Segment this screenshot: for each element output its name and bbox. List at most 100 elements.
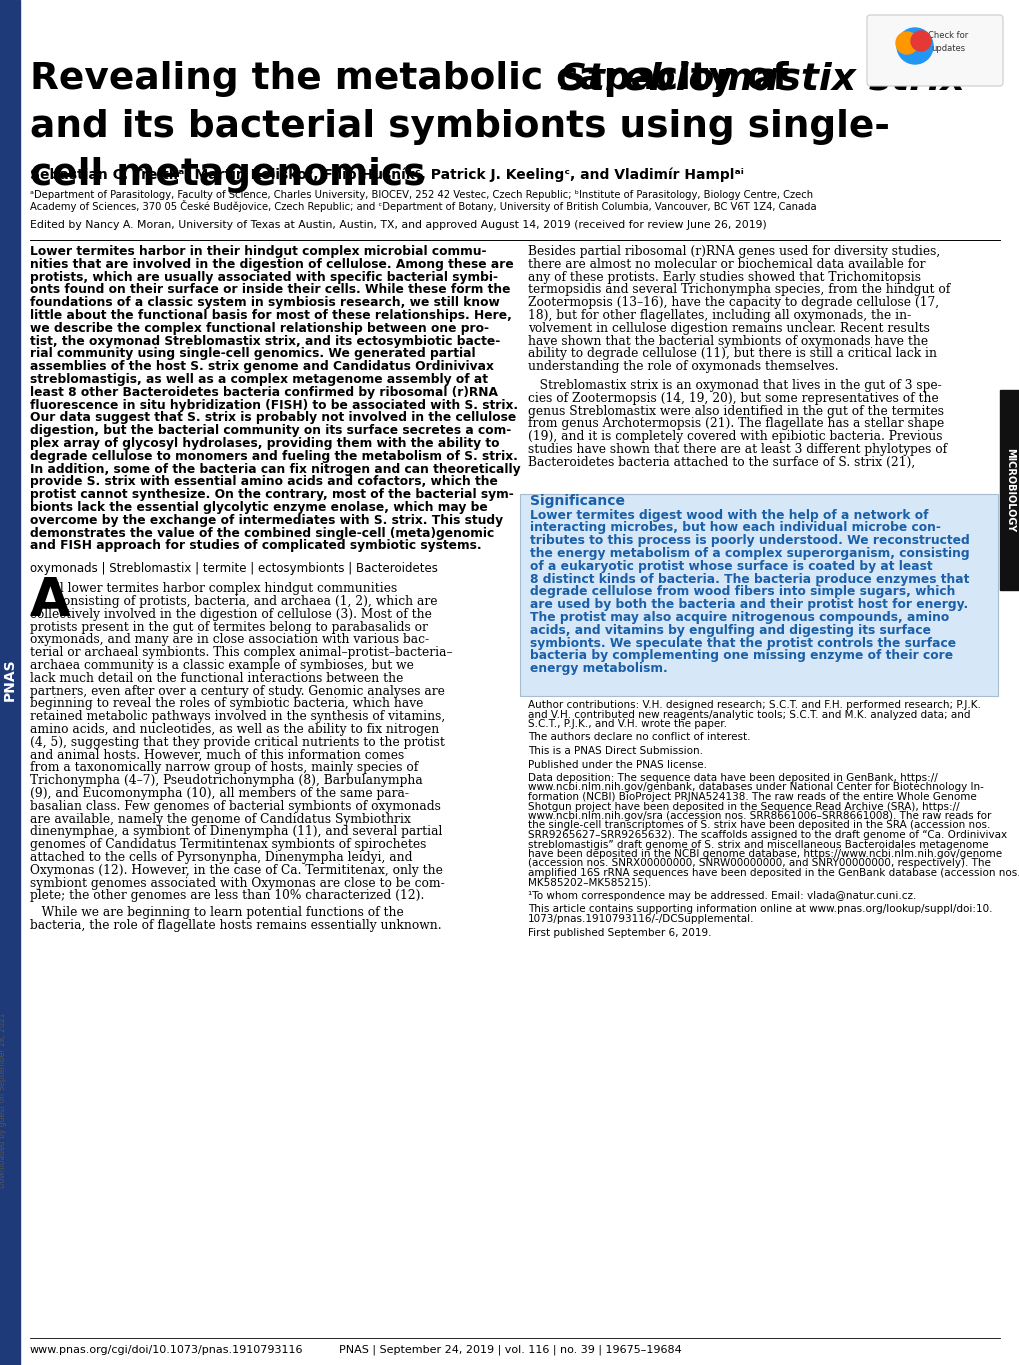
- Text: and its bacterial symbionts using single-: and its bacterial symbionts using single…: [30, 109, 889, 145]
- Text: nities that are involved in the digestion of cellulose. Among these are: nities that are involved in the digestio…: [30, 258, 514, 270]
- Text: Sebastian C. Treitliᵃ, Martin Koliskoᵇ, Filip Husníkᶜ, Patrick J. Keelingᶜ, and : Sebastian C. Treitliᵃ, Martin Koliskoᵇ, …: [30, 168, 743, 182]
- Text: MK585202–MK585215).: MK585202–MK585215).: [528, 878, 650, 887]
- Text: (4, 5), suggesting that they provide critical nutrients to the protist: (4, 5), suggesting that they provide cri…: [30, 736, 444, 749]
- Circle shape: [895, 31, 917, 55]
- Text: (19), and it is completely covered with epibiotic bacteria. Previous: (19), and it is completely covered with …: [528, 430, 942, 444]
- Text: S.C.T., P.J.K., and V.H. wrote the paper.: S.C.T., P.J.K., and V.H. wrote the paper…: [528, 719, 727, 729]
- Text: attached to the cells of Pyrsonynpha, Dinenympha leidyi, and: attached to the cells of Pyrsonynpha, Di…: [30, 850, 412, 864]
- Text: demonstrates the value of the combined single-cell (meta)genomic: demonstrates the value of the combined s…: [30, 527, 494, 539]
- Text: Trichonympha (4–7), Pseudotrichonympha (8), Barbulanympha: Trichonympha (4–7), Pseudotrichonympha (…: [30, 774, 422, 788]
- Text: energy metabolism.: energy metabolism.: [530, 662, 667, 676]
- Text: beginning to reveal the roles of symbiotic bacteria, which have: beginning to reveal the roles of symbiot…: [30, 698, 423, 710]
- Text: MICROBIOLOGY: MICROBIOLOGY: [1004, 448, 1014, 532]
- Text: Oxymonas (12). However, in the case of Ca. Termititenax, only the: Oxymonas (12). However, in the case of C…: [30, 864, 442, 876]
- Text: oxymonads | Streblomastix | termite | ectosymbionts | Bacteroidetes: oxymonads | Streblomastix | termite | ec…: [30, 562, 437, 575]
- Text: www.ncbi.nlm.nih.gov/sra (accession nos. SRR8661006–SRR8661008). The raw reads f: www.ncbi.nlm.nih.gov/sra (accession nos.…: [528, 811, 990, 820]
- Text: rial community using single-cell genomics. We generated partial: rial community using single-cell genomic…: [30, 348, 475, 360]
- Text: streblomastigis” draft genome of S. strix and miscellaneous Bacteroidales metage: streblomastigis” draft genome of S. stri…: [528, 839, 987, 849]
- Text: oxymonads, and many are in close association with various bac-: oxymonads, and many are in close associa…: [30, 633, 429, 647]
- Text: are available, namely the genome of Candidatus Symbiothrix: are available, namely the genome of Cand…: [30, 812, 411, 826]
- Text: The protist may also acquire nitrogenous compounds, amino: The protist may also acquire nitrogenous…: [530, 612, 949, 624]
- Text: any of these protists. Early studies showed that Trichomitopsis: any of these protists. Early studies sho…: [528, 270, 920, 284]
- Text: terial or archaeal symbionts. This complex animal–protist–bacteria–: terial or archaeal symbionts. This compl…: [30, 646, 452, 659]
- Text: onts found on their surface or inside their cells. While these form the: onts found on their surface or inside th…: [30, 284, 509, 296]
- Text: Revealing the metabolic capacity of: Revealing the metabolic capacity of: [30, 61, 801, 97]
- Text: amplified 16S rRNA sequences have been deposited in the GenBank database (access: amplified 16S rRNA sequences have been d…: [528, 868, 1019, 878]
- Text: have been deposited in the NCBI genome database, https://www.ncbi.nlm.nih.gov/ge: have been deposited in the NCBI genome d…: [528, 849, 1001, 859]
- Text: Our data suggest that S. strix is probably not involved in the cellulose: Our data suggest that S. strix is probab…: [30, 411, 516, 425]
- Text: there are almost no molecular or biochemical data available for: there are almost no molecular or biochem…: [528, 258, 924, 270]
- Text: archaea community is a classic example of symbioses, but we: archaea community is a classic example o…: [30, 659, 414, 672]
- Text: formation (NCBI) BioProject PRJNA524138. The raw reads of the entire Whole Genom: formation (NCBI) BioProject PRJNA524138.…: [528, 792, 976, 803]
- Text: and animal hosts. However, much of this information comes: and animal hosts. However, much of this …: [30, 748, 404, 762]
- Text: (accession nos. SNRX00000000, SNRW00000000, and SNRY00000000, respectively). The: (accession nos. SNRX00000000, SNRW000000…: [528, 859, 989, 868]
- Text: 1073/pnas.1910793116/-/DCSupplemental.: 1073/pnas.1910793116/-/DCSupplemental.: [528, 915, 754, 924]
- Text: This is a PNAS Direct Submission.: This is a PNAS Direct Submission.: [528, 747, 702, 756]
- Text: volvement in cellulose digestion remains unclear. Recent results: volvement in cellulose digestion remains…: [528, 322, 929, 334]
- Text: Downloaded by guest on September 28, 2021: Downloaded by guest on September 28, 202…: [0, 1013, 7, 1188]
- Text: Streblomastix strix is an oxymonad that lives in the gut of 3 spe-: Streblomastix strix is an oxymonad that …: [528, 379, 941, 392]
- Text: PNAS: PNAS: [3, 659, 17, 702]
- Text: and FISH approach for studies of complicated symbiotic systems.: and FISH approach for studies of complic…: [30, 539, 481, 553]
- Text: Data deposition: The sequence data have been deposited in GenBank, https://: Data deposition: The sequence data have …: [528, 773, 936, 784]
- Text: partners, even after over a century of study. Genomic analyses are: partners, even after over a century of s…: [30, 685, 444, 698]
- Text: digestion, but the bacterial community on its surface secretes a com-: digestion, but the bacterial community o…: [30, 425, 511, 437]
- Text: basalian class. Few genomes of bacterial symbionts of oxymonads: basalian class. Few genomes of bacterial…: [30, 800, 440, 812]
- Text: tist, the oxymonad Streblomastix strix, and its ectosymbiotic bacte-: tist, the oxymonad Streblomastix strix, …: [30, 334, 499, 348]
- Text: Author contributions: V.H. designed research; S.C.T. and F.H. performed research: Author contributions: V.H. designed rese…: [528, 700, 980, 710]
- Text: updates: updates: [930, 44, 964, 53]
- Text: termopsidis and several Trichonympha species, from the hindgut of: termopsidis and several Trichonympha spe…: [528, 284, 950, 296]
- Text: protists present in the gut of termites belong to parabasalids or: protists present in the gut of termites …: [30, 621, 427, 633]
- Text: Bacteroidetes bacteria attached to the surface of S. strix (21),: Bacteroidetes bacteria attached to the s…: [528, 456, 914, 468]
- Text: Besides partial ribosomal (r)RNA genes used for diversity studies,: Besides partial ribosomal (r)RNA genes u…: [528, 244, 940, 258]
- Text: Check for: Check for: [927, 31, 967, 40]
- Text: genomes of Candidatus Termitintenax symbionts of spirochetes: genomes of Candidatus Termitintenax symb…: [30, 838, 426, 852]
- Text: In addition, some of the bacteria can fix nitrogen and can theoretically: In addition, some of the bacteria can fi…: [30, 463, 520, 475]
- FancyBboxPatch shape: [866, 15, 1002, 86]
- Text: overcome by the exchange of intermediates with S. strix. This study: overcome by the exchange of intermediate…: [30, 513, 502, 527]
- Text: are used by both the bacteria and their protist host for energy.: are used by both the bacteria and their …: [530, 598, 967, 612]
- Text: lack much detail on the functional interactions between the: lack much detail on the functional inter…: [30, 672, 403, 685]
- Text: Zootermopsis (13–16), have the capacity to degrade cellulose (17,: Zootermopsis (13–16), have the capacity …: [528, 296, 938, 310]
- Text: amino acids, and nucleotides, as well as the ability to fix nitrogen: amino acids, and nucleotides, as well as…: [30, 723, 439, 736]
- Text: Lower termites harbor in their hindgut complex microbial commu-: Lower termites harbor in their hindgut c…: [30, 244, 486, 258]
- Text: plex array of glycosyl hydrolases, providing them with the ability to: plex array of glycosyl hydrolases, provi…: [30, 437, 499, 450]
- Text: understanding the role of oxymonads themselves.: understanding the role of oxymonads them…: [528, 360, 838, 373]
- Text: Published under the PNAS license.: Published under the PNAS license.: [528, 759, 706, 770]
- Text: PNAS | September 24, 2019 | vol. 116 | no. 39 | 19675–19684: PNAS | September 24, 2019 | vol. 116 | n…: [338, 1345, 681, 1355]
- Text: least 8 other Bacteroidetes bacteria confirmed by ribosomal (r)RNA: least 8 other Bacteroidetes bacteria con…: [30, 386, 497, 399]
- Text: provide S. strix with essential amino acids and cofactors, which the: provide S. strix with essential amino ac…: [30, 475, 497, 489]
- Text: bacteria by complementing one missing enzyme of their core: bacteria by complementing one missing en…: [530, 650, 952, 662]
- Text: little about the functional basis for most of these relationships. Here,: little about the functional basis for mo…: [30, 308, 512, 322]
- Text: studies have shown that there are at least 3 different phylotypes of: studies have shown that there are at lea…: [528, 444, 947, 456]
- Text: Shotgun project have been deposited in the Sequence Read Archive (SRA), https://: Shotgun project have been deposited in t…: [528, 801, 959, 812]
- Text: the single-cell transcriptomes of S. strix have been deposited in the SRA (acces: the single-cell transcriptomes of S. str…: [528, 820, 989, 830]
- Text: we describe the complex functional relationship between one pro-: we describe the complex functional relat…: [30, 322, 488, 334]
- Text: and V.H. contributed new reagents/analytic tools; S.C.T. and M.K. analyzed data;: and V.H. contributed new reagents/analyt…: [528, 710, 969, 719]
- Text: acids, and vitamins by engulfing and digesting its surface: acids, and vitamins by engulfing and dig…: [530, 624, 930, 637]
- Text: 18), but for other flagellates, including all oxymonads, the in-: 18), but for other flagellates, includin…: [528, 308, 910, 322]
- Text: protists, which are usually associated with specific bacterial symbi-: protists, which are usually associated w…: [30, 270, 497, 284]
- Text: Lower termites digest wood with the help of a network of: Lower termites digest wood with the help…: [530, 509, 927, 521]
- Text: collectively involved in the digestion of cellulose (3). Most of the: collectively involved in the digestion o…: [30, 607, 431, 621]
- Text: degrade cellulose from wood fibers into simple sugars, which: degrade cellulose from wood fibers into …: [530, 586, 955, 598]
- Text: www.pnas.org/cgi/doi/10.1073/pnas.1910793116: www.pnas.org/cgi/doi/10.1073/pnas.191079…: [30, 1345, 304, 1355]
- Text: fluorescence in situ hybridization (FISH) to be associated with S. strix.: fluorescence in situ hybridization (FISH…: [30, 399, 518, 412]
- Text: plete; the other genomes are less than 10% characterized (12).: plete; the other genomes are less than 1…: [30, 890, 424, 902]
- Text: www.ncbi.nlm.nih.gov/genbank, databases under National Center for Biotechnology : www.ncbi.nlm.nih.gov/genbank, databases …: [528, 782, 983, 793]
- Text: ¹To whom correspondence may be addressed. Email: vlada@natur.cuni.cz.: ¹To whom correspondence may be addressed…: [528, 891, 915, 901]
- Text: symbiont genomes associated with Oxymonas are close to be com-: symbiont genomes associated with Oxymona…: [30, 876, 444, 890]
- Text: While we are beginning to learn potential functions of the: While we are beginning to learn potentia…: [30, 906, 404, 919]
- Text: The authors declare no conflict of interest.: The authors declare no conflict of inter…: [528, 733, 750, 743]
- Text: genus Streblomastix were also identified in the gut of the termites: genus Streblomastix were also identified…: [528, 404, 943, 418]
- Text: Edited by Nancy A. Moran, University of Texas at Austin, Austin, TX, and approve: Edited by Nancy A. Moran, University of …: [30, 220, 766, 229]
- Text: cell metagenomics: cell metagenomics: [30, 157, 425, 192]
- Text: Streblomastix strix: Streblomastix strix: [559, 61, 964, 97]
- Text: ᵃDepartment of Parasitology, Faculty of Science, Charles University, BIOCEV, 252: ᵃDepartment of Parasitology, Faculty of …: [30, 190, 812, 201]
- Text: This article contains supporting information online at www.pnas.org/lookup/suppl: This article contains supporting informa…: [528, 905, 991, 915]
- Text: interacting microbes, but how each individual microbe con-: interacting microbes, but how each indiv…: [530, 521, 940, 535]
- Text: 8 distinct kinds of bacteria. The bacteria produce enzymes that: 8 distinct kinds of bacteria. The bacter…: [530, 572, 968, 586]
- Text: Academy of Sciences, 370 05 České Budějovice, Czech Republic; and ᶜDepartment of: Academy of Sciences, 370 05 České Budějo…: [30, 201, 816, 212]
- Text: have shown that the bacterial symbionts of oxymonads have the: have shown that the bacterial symbionts …: [528, 334, 927, 348]
- Text: bacteria, the role of flagellate hosts remains essentially unknown.: bacteria, the role of flagellate hosts r…: [30, 919, 441, 932]
